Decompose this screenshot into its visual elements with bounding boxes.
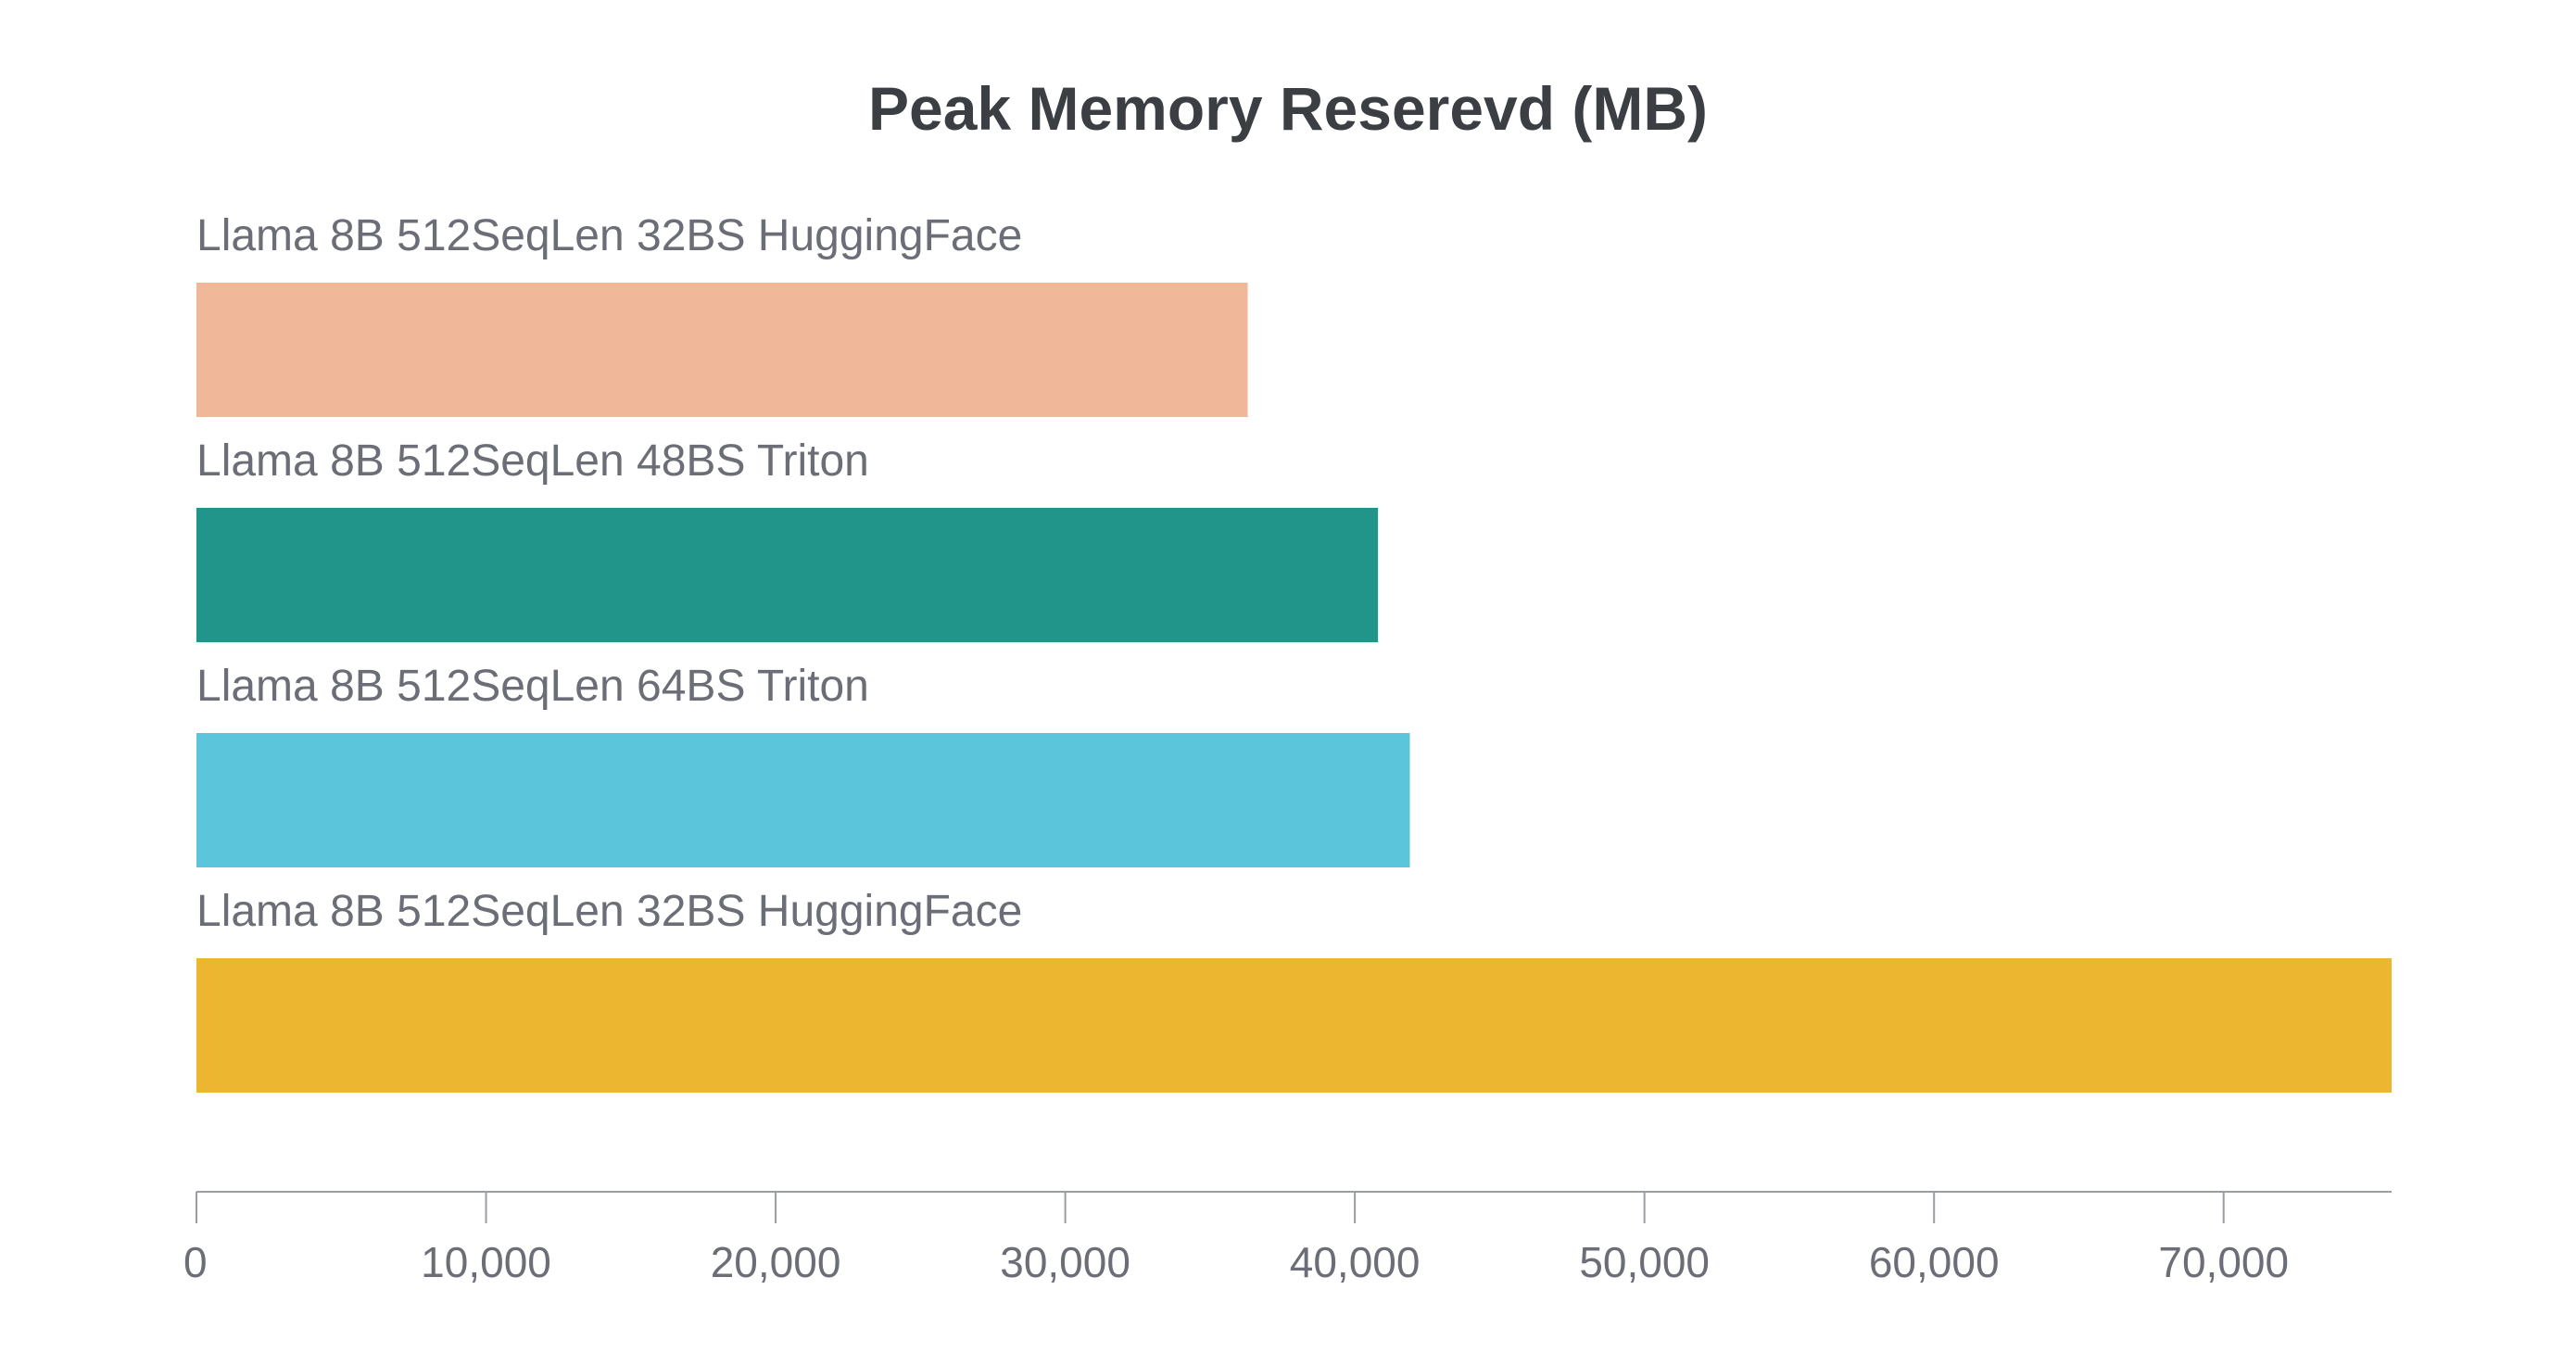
- x-tick-label: 50,000: [1579, 1238, 1710, 1286]
- bar-label: Llama 8B 512SeqLen 48BS Triton: [196, 436, 869, 486]
- x-tick-label: 70,000: [2158, 1238, 2289, 1286]
- bar: [196, 733, 1410, 867]
- chart-title: Peak Memory Reserevd (MB): [868, 74, 1708, 143]
- x-tick-label: 20,000: [711, 1238, 841, 1286]
- x-tick-label: 30,000: [1000, 1238, 1130, 1286]
- bar-label: Llama 8B 512SeqLen 32BS HuggingFace: [196, 211, 1022, 260]
- bars-group: Llama 8B 512SeqLen 32BS HuggingFace Llama…: [196, 211, 2392, 1093]
- bar-label: Llama 8B 512SeqLen 32BS HuggingFace: [196, 887, 1022, 936]
- bar: [196, 958, 2392, 1093]
- bar-label: Llama 8B 512SeqLen 64BS Triton: [196, 662, 869, 711]
- x-axis: 0 10,000 20,000 30,000 40,000 50,000 60,000 70,…: [183, 1191, 2392, 1286]
- x-tick-label: 40,000: [1290, 1238, 1421, 1286]
- x-tick-label: 0: [183, 1238, 208, 1286]
- x-tick-label: 60,000: [1869, 1238, 2000, 1286]
- bar: [196, 283, 1248, 417]
- x-tick-label: 10,000: [421, 1238, 551, 1286]
- bar: [196, 508, 1379, 642]
